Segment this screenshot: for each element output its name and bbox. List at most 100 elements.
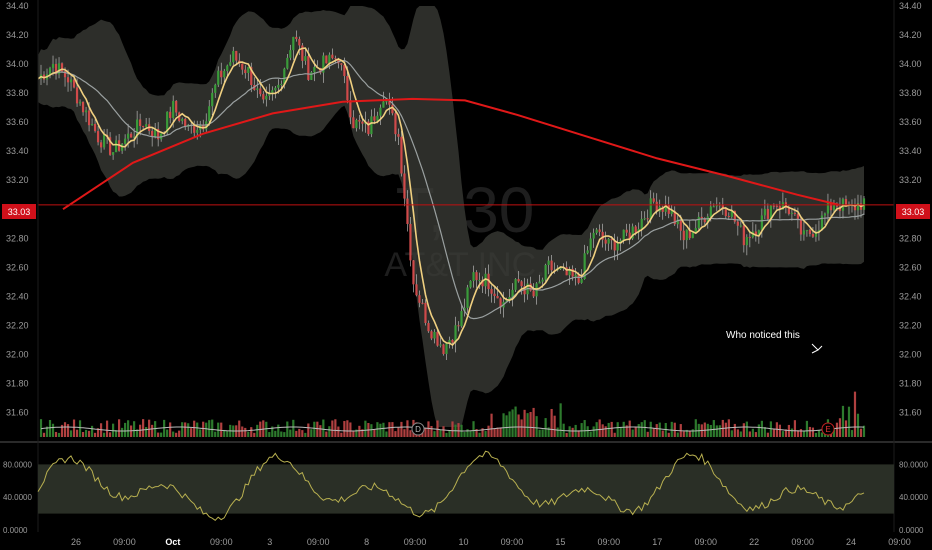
volume-bar [781, 431, 785, 437]
price-tick-left: 32.20 [6, 320, 29, 330]
time-tick: 3 [267, 537, 272, 547]
price-tick-right: 31.80 [899, 378, 922, 388]
candle-body [445, 343, 448, 354]
volume-bar [847, 406, 851, 437]
volume-bar [364, 420, 367, 437]
volume-bar [571, 427, 574, 437]
candle-body [730, 210, 733, 217]
candle-body [340, 63, 343, 65]
candle-body [466, 287, 469, 308]
candle-body [460, 311, 463, 327]
candle-body [229, 62, 232, 66]
candle-body [262, 94, 265, 100]
volume-bar [298, 428, 301, 437]
volume-bar [685, 429, 688, 437]
volume-bar [529, 411, 532, 437]
candle-body [664, 205, 667, 212]
volume-bar [532, 407, 535, 437]
candle-body [271, 90, 274, 93]
candle-body [111, 152, 115, 155]
volume-bar [586, 426, 589, 437]
candle-body [670, 210, 673, 214]
volume-bar [649, 421, 652, 437]
volume-bar [469, 430, 472, 437]
volume-bar [253, 432, 256, 437]
candle-body [292, 36, 295, 51]
osc-tick-right: 0.0000 [899, 526, 924, 535]
volume-bar [139, 424, 142, 437]
candle-body [646, 218, 649, 220]
volume-bar [601, 424, 604, 437]
volume-bar [748, 431, 751, 437]
volume-bar [292, 419, 295, 437]
volume-bar [223, 429, 226, 437]
price-tick-right: 32.00 [899, 349, 922, 359]
candle-body [121, 143, 124, 151]
event-marker-earnings[interactable] [821, 422, 835, 436]
volume-bar [859, 428, 863, 437]
annotation-arrow-icon [811, 343, 823, 354]
volume-bar [151, 424, 154, 437]
volume-bar [238, 420, 241, 437]
candle-body [84, 110, 88, 113]
volume-bar [523, 409, 526, 437]
candle-body [226, 65, 229, 71]
candle-body [622, 229, 625, 241]
moving-averages [37, 47, 865, 347]
candle-body [114, 140, 118, 153]
volume-bar [400, 421, 403, 437]
volume-bar [739, 431, 742, 437]
candle-body [805, 230, 809, 232]
bollinger-band [38, 6, 864, 427]
volume-bar [295, 430, 298, 437]
candle-body [214, 84, 217, 93]
volume-bar [805, 420, 809, 437]
volume-bar [54, 431, 58, 437]
candle-body [232, 50, 235, 63]
volume-bar [502, 413, 505, 437]
volume-bar [463, 432, 466, 437]
event-marker-dividend[interactable] [411, 422, 425, 436]
price-tick-left: 31.80 [6, 378, 29, 388]
volume-bar [712, 420, 715, 437]
candle-body [568, 268, 571, 276]
volume-bar [81, 432, 85, 437]
candle-body [142, 125, 145, 127]
candle-body [66, 77, 70, 83]
candle-body [223, 70, 226, 78]
volume-bar [316, 421, 319, 437]
volume-bar [124, 422, 127, 437]
candle-body [358, 119, 361, 122]
candle-body [688, 229, 691, 239]
event-marker-dividend-label: D [415, 425, 421, 434]
candle-body [69, 79, 73, 83]
volume-bar [331, 420, 334, 437]
time-tick: 26 [71, 537, 81, 547]
candle-body [676, 219, 679, 225]
candle-body [571, 268, 574, 277]
price-tick-right: 32.80 [899, 233, 922, 243]
candle-body [703, 218, 706, 223]
price-tick-right: 34.00 [899, 59, 922, 69]
volume-bar [340, 432, 343, 437]
candle-body [478, 279, 481, 281]
price-tick-right: 32.60 [899, 262, 922, 272]
candle-body [274, 87, 277, 91]
volume-bar [835, 422, 839, 437]
volume-bar [673, 422, 676, 437]
candle-body [457, 325, 460, 327]
volume-bar [250, 427, 253, 437]
candle-body [424, 302, 427, 323]
volume-bar [190, 428, 193, 437]
candle-body [757, 230, 760, 235]
candle-body [496, 296, 499, 299]
volume-bar [69, 430, 73, 437]
candle-body [775, 205, 778, 207]
volume-bar [583, 420, 586, 437]
candle-body [550, 260, 553, 271]
candle-body [580, 279, 583, 283]
candle-body [250, 67, 253, 86]
volume-bar [733, 423, 736, 437]
volume-bar [93, 432, 97, 437]
